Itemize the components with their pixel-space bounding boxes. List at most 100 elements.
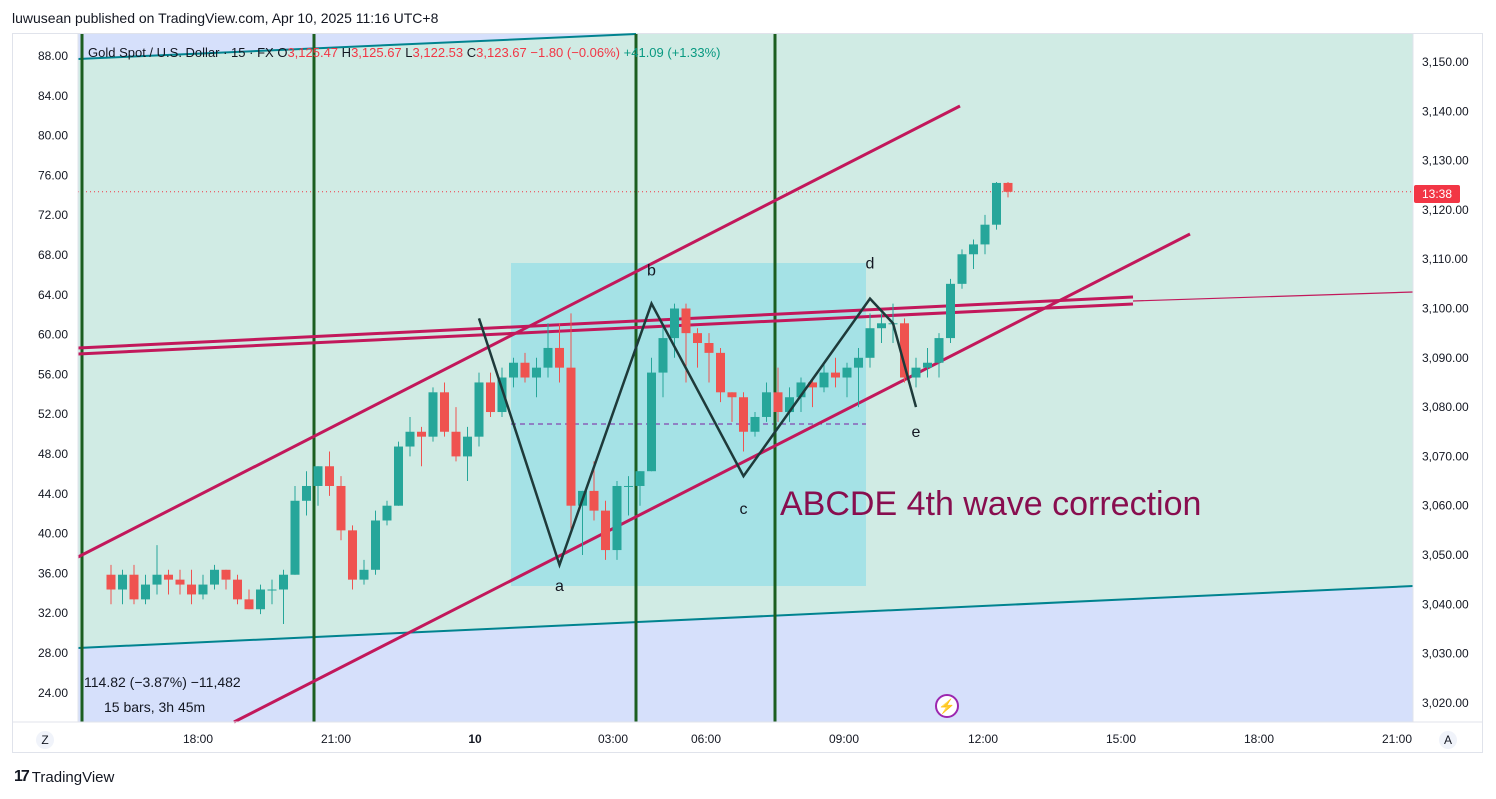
candle-body	[773, 392, 783, 413]
wave-label-a: a	[555, 578, 564, 595]
vertical-lines	[80, 34, 777, 722]
candle-55	[739, 392, 748, 452]
legend-high-label: H	[341, 45, 352, 60]
left-tick: 68.00	[38, 248, 68, 262]
candle-33	[486, 372, 495, 417]
candle-body	[658, 338, 668, 373]
time-tick: 03:00	[598, 732, 628, 746]
legend-open: 3,125.47	[287, 45, 339, 60]
candle-body	[141, 584, 150, 600]
candle-56	[750, 412, 760, 437]
candle-body	[923, 362, 932, 368]
candle-61	[808, 377, 817, 408]
candle-body	[750, 416, 760, 432]
candle-72	[934, 333, 944, 378]
measure-bars: 15 bars, 3h 45m	[104, 699, 206, 715]
candle-9	[210, 564, 219, 590]
left-tick: 56.00	[38, 367, 68, 381]
wave-label-b: b	[647, 263, 656, 280]
candle-body	[313, 466, 323, 486]
candle-39	[555, 323, 564, 383]
candle-body	[969, 244, 978, 255]
candle-74	[957, 249, 967, 289]
candle-body	[911, 367, 921, 378]
candle-43	[601, 500, 610, 560]
wave-line	[477, 296, 918, 569]
price-tick: 3,120.00	[1422, 203, 1469, 217]
candle-23	[371, 510, 380, 575]
candle-53	[716, 347, 725, 403]
candle-62	[819, 362, 829, 393]
z-button[interactable]: Z	[36, 731, 54, 749]
left-tick: 76.00	[38, 168, 68, 182]
chart-frame	[12, 33, 1483, 753]
candle-body	[451, 431, 461, 457]
teal-upper-line	[77, 33, 637, 60]
tradingview-brand: TradingView	[31, 768, 115, 786]
left-tick: 28.00	[38, 646, 68, 660]
price-tick: 3,140.00	[1422, 104, 1469, 118]
lightning-icon[interactable]: ⚡	[935, 694, 959, 718]
price-tick: 3,050.00	[1422, 548, 1469, 562]
left-tick: 32.00	[38, 606, 68, 620]
candle-body	[417, 431, 426, 437]
left-tick: 64.00	[38, 288, 68, 302]
left-axis: 88.00 84.00 80.00 76.00 72.00 68.00 64.00 60.00…	[38, 34, 79, 722]
candle-69	[900, 318, 909, 383]
candle-body	[589, 490, 599, 511]
candle-32	[474, 372, 484, 447]
left-tick: 84.00	[38, 89, 68, 103]
candle-body	[233, 579, 242, 600]
left-tick: 52.00	[38, 407, 68, 421]
candle-26	[405, 416, 415, 457]
candle-66	[865, 313, 875, 368]
legend-close-label: C	[466, 45, 477, 60]
candle-body	[808, 382, 817, 388]
candle-18	[313, 466, 323, 506]
candle-body	[348, 530, 357, 580]
price-axis[interactable]: 3,150.00 3,140.00 3,130.00 3,120.00 3,110.00…	[1412, 34, 1469, 722]
candle-17	[302, 471, 311, 516]
candle-body	[118, 574, 127, 590]
legend-symbol: Gold Spot / U.S. Dollar · 15 · FX	[88, 45, 274, 60]
candle-14	[267, 579, 277, 605]
candle-11	[233, 574, 242, 605]
wave-label-d: d	[866, 256, 875, 273]
candle-body	[934, 338, 944, 363]
candle-body	[359, 569, 369, 580]
candle-54	[727, 392, 737, 422]
legend-change: −1.80 (−0.06%)	[530, 45, 621, 60]
wave-labels: a b c d e	[555, 256, 921, 595]
candle-body	[1003, 182, 1013, 192]
time-tick: 15:00	[1106, 732, 1136, 746]
wave-label-e: e	[912, 424, 921, 441]
candle-38	[543, 323, 553, 378]
candle-3	[141, 574, 150, 605]
candle-body	[210, 569, 219, 585]
candle-24	[382, 500, 392, 526]
candle-16	[290, 485, 300, 575]
candle-body	[175, 579, 185, 585]
candle-52	[704, 333, 714, 383]
time-tick: 18:00	[1244, 732, 1274, 746]
candle-body	[992, 182, 1001, 225]
a-button[interactable]: A	[1439, 731, 1457, 749]
time-tick: 06:00	[691, 732, 721, 746]
candle-6	[175, 569, 185, 595]
candle-body	[164, 574, 173, 580]
candle-21	[348, 525, 357, 590]
candle-13	[256, 584, 265, 615]
candle-body	[405, 431, 415, 447]
tradingview-logo[interactable]: 17 TradingView	[14, 768, 114, 786]
candle-12	[244, 589, 254, 610]
candle-4	[152, 545, 162, 595]
candle-0	[106, 564, 116, 605]
candle-body	[762, 392, 771, 417]
candle-body	[474, 382, 484, 437]
candle-body	[693, 333, 702, 344]
publisher-line: luwusean published on TradingView.com, A…	[12, 10, 439, 26]
candle-30	[451, 407, 461, 462]
candle-body	[819, 372, 829, 388]
time-axis[interactable]: 18:00 21:00 10 03:00 06:00 09:00 12:00 15:00 18:…	[12, 721, 1483, 746]
